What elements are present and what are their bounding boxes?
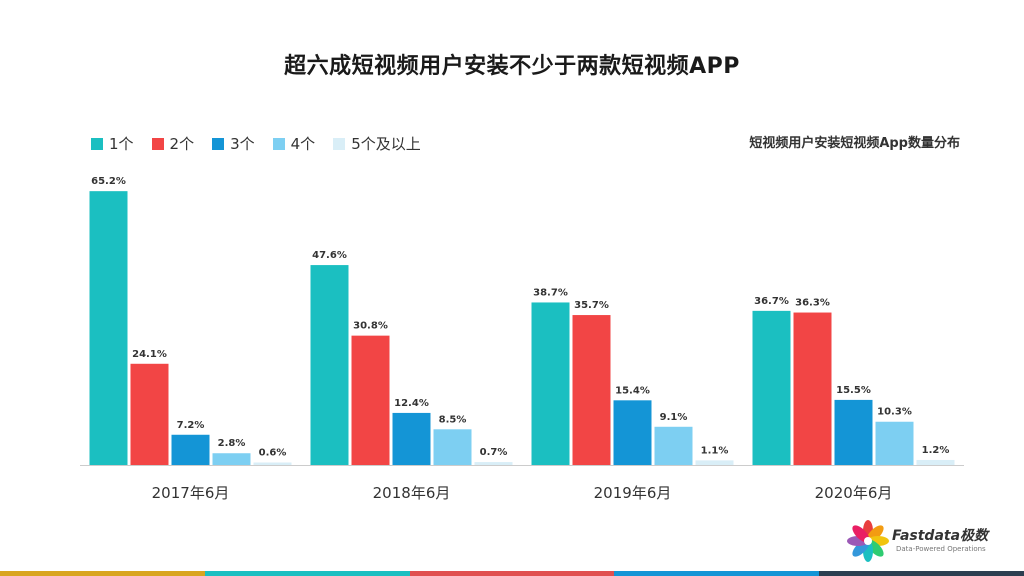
bottom-bar-segment [204, 571, 410, 576]
bottom-bar-segment [0, 571, 205, 576]
chart-subtitle: 短视频用户安装短视频App数量分布 [749, 136, 960, 151]
bar [531, 302, 570, 465]
legend-swatch [272, 137, 285, 150]
legend-label: 4个 [290, 135, 316, 153]
bar [351, 335, 390, 465]
category-label: 2017年6月 [152, 484, 230, 502]
data-label: 0.6% [259, 447, 287, 458]
data-label: 1.2% [922, 445, 950, 456]
data-label: 0.7% [480, 447, 508, 458]
fastdata-logo: Fastdata极数 Data-Powered Operations [846, 519, 996, 563]
data-label: 24.1% [132, 349, 167, 360]
data-label: 36.7% [754, 296, 789, 307]
bar [834, 399, 873, 465]
logo-tagline: Data-Powered Operations [896, 545, 986, 553]
category-label: 2018年6月 [373, 484, 451, 502]
bar [654, 426, 693, 465]
legend-item: 1个 [91, 133, 134, 154]
legend-swatch [151, 137, 164, 150]
flower-logo-icon [847, 520, 889, 562]
logo-name: Fastdata极数 [892, 528, 989, 544]
chart-title: 超六成短视频用户安装不少于两款短视频APP [284, 54, 740, 79]
legend-swatch [212, 137, 225, 150]
data-label: 36.3% [795, 298, 830, 309]
bar [875, 421, 914, 465]
bar [433, 429, 472, 465]
data-label: 1.1% [701, 445, 729, 456]
legend-item: 2个 [151, 133, 195, 154]
bottom-color-bar [0, 571, 1024, 576]
category-label: 2020年6月 [815, 484, 893, 502]
data-label: 35.7% [574, 300, 609, 311]
bar [613, 400, 652, 465]
legend: 1个 2个 3个 4个 5个及以上 [91, 133, 421, 154]
bar [89, 191, 128, 465]
bottom-bar-segment [819, 571, 1024, 576]
bottom-bar-segment [409, 571, 615, 576]
bar [212, 453, 251, 465]
bar [392, 412, 431, 465]
data-label: 7.2% [177, 420, 205, 431]
legend-item: 3个 [212, 133, 255, 154]
bar [572, 315, 611, 465]
legend-label: 5个及以上 [351, 135, 421, 153]
data-label: 47.6% [312, 250, 347, 261]
bar [916, 459, 955, 465]
data-label: 12.4% [394, 398, 429, 409]
bar [793, 312, 832, 465]
data-label: 10.3% [877, 407, 912, 418]
category-label: 2019年6月 [594, 484, 672, 502]
data-label: 38.7% [533, 287, 568, 298]
legend-label: 2个 [169, 135, 195, 153]
data-label: 2.8% [218, 438, 246, 449]
legend-item: 4个 [272, 133, 316, 154]
bar [171, 434, 210, 465]
legend-item: 5个及以上 [333, 133, 421, 154]
data-label: 30.8% [353, 321, 388, 332]
data-label: 9.1% [660, 412, 688, 423]
legend-swatch [91, 137, 103, 150]
bar [695, 460, 734, 465]
legend-swatch [333, 137, 346, 150]
bar [474, 462, 513, 465]
data-label: 15.4% [615, 385, 650, 396]
data-label: 15.5% [836, 385, 871, 396]
bar [253, 462, 292, 465]
data-label: 8.5% [439, 414, 467, 425]
bar [310, 265, 349, 465]
bar [130, 363, 169, 465]
data-label: 65.2% [91, 176, 126, 187]
legend-label: 3个 [230, 135, 255, 153]
legend-label: 1个 [109, 135, 134, 153]
bottom-bar-segment [614, 571, 820, 576]
bar [752, 310, 791, 465]
